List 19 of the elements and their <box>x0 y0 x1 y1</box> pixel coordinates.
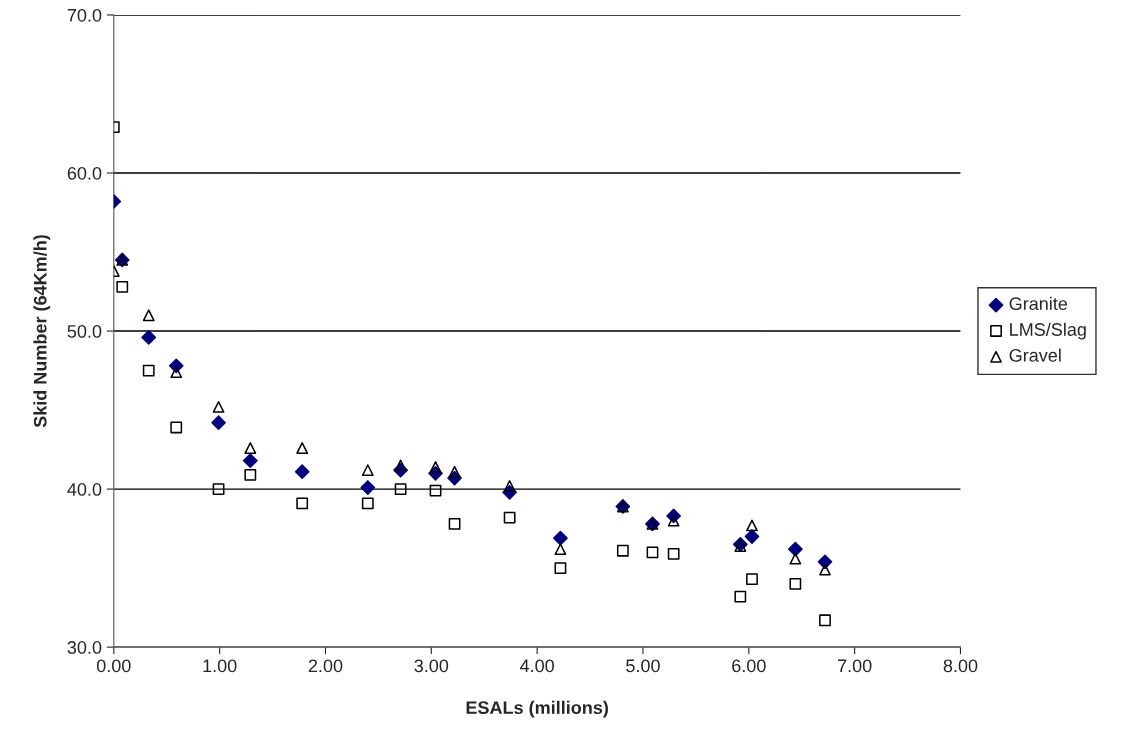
y-axis-title: Skid Number (64Km/h) <box>33 235 51 428</box>
y-tick-label: 30.0 <box>67 641 102 654</box>
y-tick-label: 60.0 <box>67 166 102 180</box>
x-tick-label: 6.00 <box>732 659 766 673</box>
x-tick-label: 7.00 <box>837 659 872 673</box>
y-tick-label: 40.0 <box>67 483 102 496</box>
y-tick-label: 50.0 <box>67 324 102 338</box>
legend-label: LMS/Slag <box>1010 322 1086 340</box>
y-tick-label: 70.0 <box>67 8 102 22</box>
legend-label: Gravel <box>1009 348 1061 362</box>
x-tick-label: 2.00 <box>308 659 343 673</box>
x-axis-title: ESALs (millions) <box>466 700 608 718</box>
x-tick-label: 1.00 <box>203 659 237 673</box>
x-tick-label: 5.00 <box>626 659 660 673</box>
x-tick-label: 4.00 <box>519 659 554 673</box>
x-tick-label: 8.00 <box>943 659 978 673</box>
legend-label: Granite <box>1009 296 1068 311</box>
x-tick-label: 0.00 <box>96 659 131 673</box>
x-tick-label: 3.00 <box>414 659 449 673</box>
